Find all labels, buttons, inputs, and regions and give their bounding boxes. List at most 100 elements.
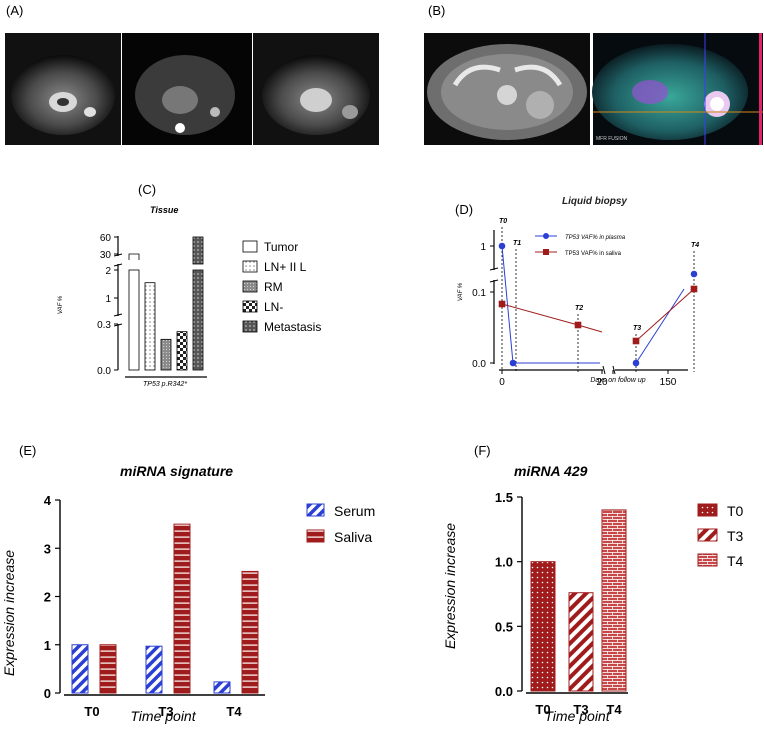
legend-label: Tumor bbox=[264, 240, 298, 254]
legend-swatch bbox=[242, 260, 258, 273]
y-tick-label: 30 bbox=[100, 250, 112, 261]
legend-swatch bbox=[697, 503, 718, 517]
y-axis-label: Expression increase bbox=[1, 550, 17, 676]
chart-title: miRNA 429 bbox=[514, 463, 588, 479]
series-line-plasma bbox=[501, 245, 600, 364]
y-axis-label: VAF % bbox=[58, 295, 64, 314]
legend-marker bbox=[543, 233, 549, 239]
bar-saliva bbox=[99, 644, 117, 694]
chart-title: miRNA signature bbox=[120, 463, 233, 479]
mri-dwi-axial-icon bbox=[122, 33, 252, 145]
x-tick-label: 150 bbox=[660, 377, 677, 388]
series-line-saliva bbox=[501, 303, 603, 333]
x-axis-label: Days on follow up bbox=[590, 377, 645, 384]
chart-title: Liquid biopsy bbox=[562, 196, 627, 207]
x-axis-label: TP53 p.R342* bbox=[143, 381, 187, 388]
legend-swatch bbox=[242, 280, 258, 293]
plasma-point bbox=[632, 359, 640, 367]
panel-b-images: MFR FUSION bbox=[424, 33, 763, 145]
x-tick-label: T4 bbox=[226, 704, 242, 719]
y-axis-label: VAF % bbox=[458, 282, 464, 301]
x-tick-label: T0 bbox=[535, 702, 550, 717]
panel-e-mirna-signature-chart: (E) miRNA signature Expression increase Tim… bbox=[1, 443, 375, 724]
legend-label: RM bbox=[264, 280, 283, 294]
y-tick-label: 0.3 bbox=[97, 320, 111, 331]
bar-metastasis bbox=[192, 269, 204, 371]
bar-serum bbox=[71, 644, 89, 694]
legend-label: Serum bbox=[334, 503, 375, 519]
mri-contrast-axial-icon bbox=[253, 33, 379, 145]
legend-swatch bbox=[306, 503, 325, 517]
y-tick-label: 1.5 bbox=[495, 490, 513, 505]
x-tick-label: T3 bbox=[573, 702, 588, 717]
y-tick-label: 1 bbox=[105, 294, 111, 305]
axis-break-mark bbox=[602, 365, 616, 375]
timepoint-label: T4 bbox=[691, 242, 699, 249]
plasma-point bbox=[690, 270, 698, 278]
series-line-saliva bbox=[635, 288, 695, 342]
plasma-point bbox=[509, 359, 517, 367]
saliva-point bbox=[498, 300, 506, 308]
bar-serum bbox=[145, 645, 163, 694]
panel-d-liquid-biopsy-chart: (D) Liquid biopsy VAF % Days on follow up 0.… bbox=[455, 196, 699, 388]
chart-title: Tissue bbox=[150, 205, 178, 215]
bar-ln--ii-l bbox=[144, 282, 156, 371]
panel-f-label: (F) bbox=[474, 443, 491, 458]
pet-ct-fusion-axial-icon: MFR FUSION bbox=[592, 33, 763, 145]
x-axis-label: Time point bbox=[544, 708, 610, 724]
axis-break-mark bbox=[113, 253, 123, 257]
series-line-plasma bbox=[635, 288, 685, 364]
y-tick-label: 0.0 bbox=[472, 359, 486, 370]
axis-break-mark bbox=[113, 313, 123, 317]
legend-label: Metastasis bbox=[264, 320, 321, 334]
timepoint-label: T3 bbox=[633, 325, 641, 332]
axis-break-mark bbox=[113, 263, 123, 267]
legend-label: TP53 VAF% in plasma bbox=[565, 235, 626, 241]
bar-t0 bbox=[530, 561, 556, 692]
legend-label: LN+ II L bbox=[264, 260, 307, 274]
panel-a-images bbox=[5, 33, 379, 145]
y-tick-label: 0 bbox=[44, 686, 51, 701]
y-tick-label: 1 bbox=[480, 242, 486, 253]
panel-c-label: (C) bbox=[138, 182, 156, 197]
panel-f-mirna-429-chart: (F) miRNA 429 Expression increase Time poin… bbox=[442, 443, 744, 724]
legend-swatch bbox=[697, 553, 718, 567]
y-tick-label: 0.0 bbox=[495, 684, 513, 699]
legend-swatch bbox=[242, 300, 258, 313]
x-tick-label: T3 bbox=[158, 704, 173, 719]
timepoint-label: T1 bbox=[513, 240, 521, 247]
x-axis-label: Time point bbox=[130, 708, 196, 724]
y-tick-label: 1 bbox=[44, 638, 51, 653]
legend-label: T0 bbox=[727, 503, 744, 519]
bar-ln- bbox=[176, 331, 188, 371]
legend-swatch bbox=[306, 529, 325, 543]
legend-marker bbox=[543, 249, 549, 255]
bar-saliva bbox=[173, 523, 191, 694]
ct-pelvis-axial-icon bbox=[424, 33, 590, 145]
y-tick-label: 4 bbox=[44, 493, 52, 508]
bar-tumor bbox=[128, 269, 140, 371]
y-tick-label: 0.1 bbox=[472, 288, 486, 299]
legend-label: T4 bbox=[727, 553, 744, 569]
panel-e-label: (E) bbox=[19, 443, 36, 458]
timepoint-label: T0 bbox=[499, 218, 507, 225]
y-tick-label: 0.5 bbox=[495, 619, 513, 634]
y-tick-label: 60 bbox=[100, 233, 112, 244]
bar-rm bbox=[160, 338, 172, 371]
panel-c-tissue-chart: (C) Tissue VAF % TP53 p.R342* 0.0 0.3 1 2 30 60 Tu… bbox=[58, 182, 321, 388]
bar-cap bbox=[128, 253, 140, 260]
x-tick-label: T4 bbox=[606, 702, 622, 717]
x-tick-label: 0 bbox=[499, 377, 505, 388]
y-tick-label: 2 bbox=[44, 590, 51, 605]
legend-swatch bbox=[697, 528, 718, 542]
legend-label: LN- bbox=[264, 300, 283, 314]
legend-label: T3 bbox=[727, 528, 744, 544]
bar-t4 bbox=[601, 509, 627, 692]
y-tick-label: 0.0 bbox=[97, 366, 111, 377]
bar-t3 bbox=[568, 592, 594, 692]
saliva-point bbox=[632, 337, 640, 345]
y-axis-label: Expression increase bbox=[442, 523, 458, 649]
bar-serum bbox=[213, 681, 231, 694]
